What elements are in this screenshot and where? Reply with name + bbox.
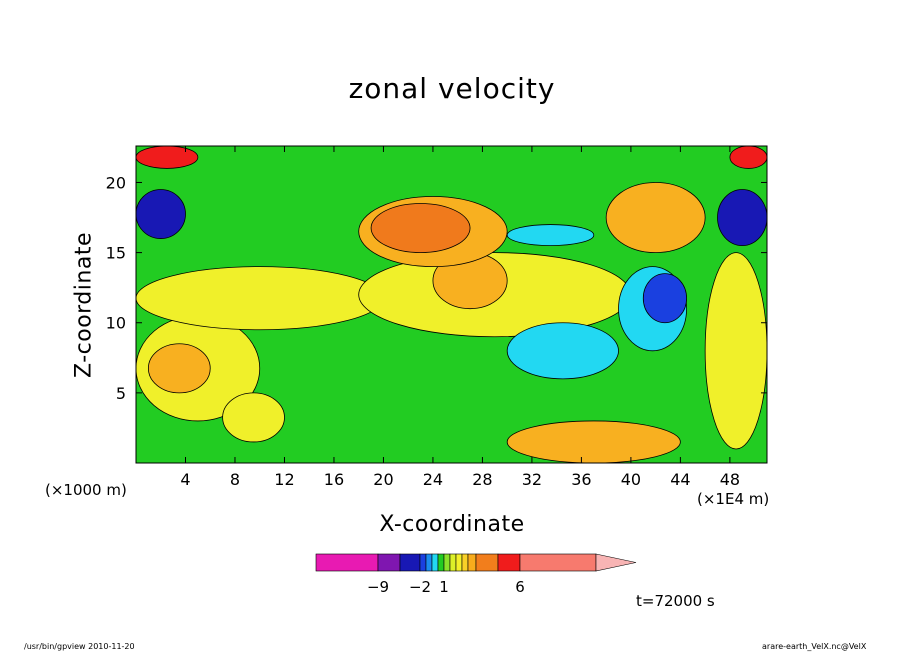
colorbar-segment <box>377 553 401 572</box>
colorbar-segment <box>455 553 463 572</box>
colorbar-segment <box>449 553 457 572</box>
x-tick-label: 36 <box>571 470 591 489</box>
x-unit-note: (×1000 m) <box>45 481 127 499</box>
plot-area <box>136 146 767 463</box>
colorbar-segment <box>425 553 433 572</box>
field-region-cyan <box>506 322 619 380</box>
x-scale-note: (×1E4 m) <box>697 490 770 508</box>
x-tick-label: 4 <box>180 470 190 489</box>
x-tick-label: 48 <box>720 470 740 489</box>
field-region-yellow <box>222 392 285 443</box>
colorbar-segment <box>519 553 597 572</box>
colorbar-segment <box>437 553 445 572</box>
plot-frame <box>135 145 768 464</box>
colorbar-segment <box>475 553 499 572</box>
x-tick-label: 24 <box>423 470 443 489</box>
y-axis: 5 10 15 20 <box>106 173 767 403</box>
field-region-red <box>136 146 199 169</box>
x-tick-label: 44 <box>670 470 690 489</box>
field-region-dark-blue <box>717 189 767 246</box>
colorbar-tick-label: −2 <box>409 578 431 596</box>
y-tick-label: 15 <box>106 244 126 263</box>
colorbar-segment <box>443 553 451 572</box>
colorbar-tick-label: 1 <box>439 578 449 596</box>
y-axis-label: Z-coordinate <box>71 232 97 378</box>
x-axis-label: X-coordinate <box>379 512 525 537</box>
field-region-dark-blue <box>136 189 186 239</box>
colorbar-tick-label: −9 <box>367 578 389 596</box>
y-tick-label: 20 <box>106 173 126 192</box>
field-region-orange <box>506 420 681 463</box>
x-tick-label: 32 <box>522 470 542 489</box>
colorbar-segment <box>467 553 477 572</box>
footer-source-file: arare-earth_VelX.nc@VelX <box>762 642 867 651</box>
x-axis: 4 8 12 16 20 24 28 32 36 40 44 48 <box>180 146 740 489</box>
x-tick-label: 28 <box>472 470 492 489</box>
field-region-red <box>729 146 767 169</box>
colorbar-tick-label: 6 <box>515 578 525 596</box>
field-region-orange <box>605 182 706 254</box>
colorbar: −9 −2 1 6 <box>315 553 637 596</box>
field-region-blue <box>642 273 687 324</box>
time-label: t=72000 s <box>636 592 715 610</box>
colorbar-segment <box>461 553 469 572</box>
colorbar-extend-arrow <box>595 553 637 572</box>
chart-title: zonal velocity <box>348 72 556 105</box>
colorbar-segment <box>419 553 427 572</box>
field-region-cyan <box>506 224 595 246</box>
field-region-yellow <box>704 252 767 450</box>
field-region-orange <box>147 343 211 394</box>
y-tick-label: 10 <box>106 314 126 333</box>
x-tick-label: 12 <box>274 470 294 489</box>
y-tick-label: 5 <box>116 384 126 403</box>
field-region-red-orange <box>370 203 471 254</box>
colorbar-segment <box>431 553 439 572</box>
x-tick-label: 20 <box>373 470 393 489</box>
colorbar-segment <box>315 553 379 572</box>
footer-program-date: /usr/bin/gpview 2010-11-20 <box>24 642 135 651</box>
x-tick-label: 8 <box>230 470 240 489</box>
x-tick-label: 16 <box>324 470 344 489</box>
x-tick-label: 40 <box>621 470 641 489</box>
field-region-yellow <box>136 266 384 331</box>
colorbar-segment <box>399 553 421 572</box>
colorbar-segment <box>497 553 521 572</box>
